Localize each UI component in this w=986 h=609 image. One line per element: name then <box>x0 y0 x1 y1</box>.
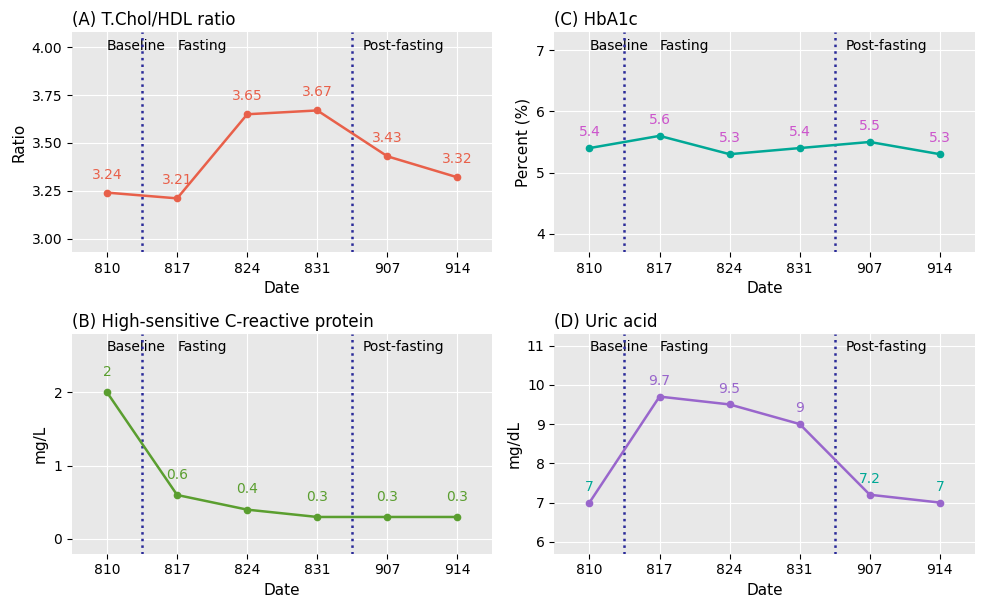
Text: 3.43: 3.43 <box>372 132 402 146</box>
Text: Baseline: Baseline <box>590 340 649 354</box>
Text: 7.2: 7.2 <box>859 472 880 486</box>
Text: Baseline: Baseline <box>590 38 649 52</box>
X-axis label: Date: Date <box>746 583 783 598</box>
Text: Baseline: Baseline <box>107 38 166 52</box>
Y-axis label: Percent (%): Percent (%) <box>516 97 530 186</box>
Text: 0.3: 0.3 <box>307 490 328 504</box>
Text: 0.3: 0.3 <box>377 490 398 504</box>
Text: 5.3: 5.3 <box>719 132 740 146</box>
Text: (C) HbA1c: (C) HbA1c <box>554 11 638 29</box>
Text: Baseline: Baseline <box>107 340 166 354</box>
Text: Fasting: Fasting <box>177 340 227 354</box>
Text: 3.67: 3.67 <box>302 85 332 99</box>
Text: Post-fasting: Post-fasting <box>363 340 445 354</box>
Text: 0.3: 0.3 <box>447 490 468 504</box>
Text: 5.6: 5.6 <box>649 113 670 127</box>
Text: (A) T.Chol/HDL ratio: (A) T.Chol/HDL ratio <box>72 11 236 29</box>
Text: Fasting: Fasting <box>660 38 709 52</box>
Text: 5.3: 5.3 <box>929 132 951 146</box>
Text: Post-fasting: Post-fasting <box>363 38 445 52</box>
Text: 2: 2 <box>103 365 111 379</box>
Text: Post-fasting: Post-fasting <box>845 38 927 52</box>
Text: 0.4: 0.4 <box>237 482 258 496</box>
Text: 5.5: 5.5 <box>859 119 880 133</box>
Y-axis label: mg/dL: mg/dL <box>507 420 522 468</box>
X-axis label: Date: Date <box>264 583 301 598</box>
Text: 9.5: 9.5 <box>719 382 740 396</box>
Text: 9: 9 <box>796 401 805 415</box>
Text: 7: 7 <box>936 480 945 494</box>
Text: 5.4: 5.4 <box>789 125 810 139</box>
Text: Fasting: Fasting <box>660 340 709 354</box>
Text: (B) High-sensitive C-reactive protein: (B) High-sensitive C-reactive protein <box>72 313 374 331</box>
X-axis label: Date: Date <box>746 281 783 296</box>
Text: (D) Uric acid: (D) Uric acid <box>554 313 658 331</box>
Text: 7: 7 <box>585 480 594 494</box>
Text: 0.6: 0.6 <box>166 468 188 482</box>
Text: 3.21: 3.21 <box>162 174 192 188</box>
Text: 9.7: 9.7 <box>649 374 670 388</box>
Y-axis label: Ratio: Ratio <box>11 122 26 161</box>
Text: 3.32: 3.32 <box>442 152 472 166</box>
Text: Fasting: Fasting <box>177 38 227 52</box>
Text: Post-fasting: Post-fasting <box>845 340 927 354</box>
Text: 3.24: 3.24 <box>92 167 122 181</box>
Y-axis label: mg/L: mg/L <box>33 424 48 463</box>
Text: 5.4: 5.4 <box>579 125 600 139</box>
X-axis label: Date: Date <box>264 281 301 296</box>
Text: 3.65: 3.65 <box>232 90 262 104</box>
